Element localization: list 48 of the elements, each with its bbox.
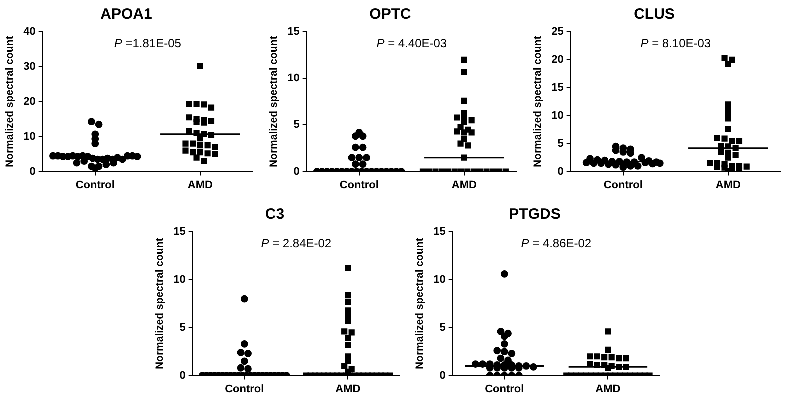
y-tick-label: 40 xyxy=(24,26,36,38)
chart-title: C3 xyxy=(265,206,285,224)
y-tick-label: 15 xyxy=(434,226,446,238)
y-tick-label: 30 xyxy=(24,60,36,73)
y-tick-label: 20 xyxy=(552,54,564,66)
x-tick-label: AMD xyxy=(596,383,621,396)
y-tick-label: 10 xyxy=(174,274,186,286)
annotation: P = 8.10E-03 xyxy=(640,36,712,50)
annotation: P = 2.84E-02 xyxy=(261,236,332,250)
y-tick-label: 0 xyxy=(558,166,564,178)
x-tick-label: Control xyxy=(485,383,524,396)
x-tick-label: Control xyxy=(604,179,643,192)
annotation: P = 4.86E-02 xyxy=(521,236,592,250)
y-tick-label: 10 xyxy=(24,130,36,143)
x-tick-label: Control xyxy=(340,179,379,192)
chart-title: APOA1 xyxy=(100,6,152,24)
y-tick-label: 15 xyxy=(552,82,564,94)
y-tick-label: 0 xyxy=(294,166,300,178)
x-tick-label: Control xyxy=(225,383,264,396)
y-tick-label: 10 xyxy=(288,72,300,85)
y-tick-label: 0 xyxy=(180,370,186,382)
y-axis-title: Normalized spectral count xyxy=(154,238,166,370)
y-tick-label: 15 xyxy=(174,226,186,238)
y-tick-label: 15 xyxy=(288,26,300,38)
chart-title: CLUS xyxy=(634,6,675,24)
y-tick-label: 20 xyxy=(24,96,36,108)
chart-title: PTGDS xyxy=(509,206,561,224)
y-tick-label: 5 xyxy=(294,119,300,132)
y-tick-label: 0 xyxy=(30,166,36,178)
y-axis-title: Normalized spectral count xyxy=(532,36,544,168)
y-tick-label: 10 xyxy=(434,274,446,286)
y-axis-title: Normalized spectral count xyxy=(414,238,426,370)
y-tick-label: 5 xyxy=(180,322,186,334)
x-tick-label: AMD xyxy=(716,179,742,192)
y-tick-label: 5 xyxy=(440,322,446,334)
x-tick-label: Control xyxy=(76,179,115,192)
annotation: P = 4.40E-03 xyxy=(376,36,448,50)
annotation: P =1.81E-05 xyxy=(114,36,182,50)
x-tick-label: AMD xyxy=(336,383,361,396)
y-tick-label: 0 xyxy=(440,370,446,382)
y-axis-title: Normalized spectral count xyxy=(268,36,280,168)
y-tick-label: 25 xyxy=(552,26,564,38)
x-tick-label: AMD xyxy=(188,179,214,192)
y-axis-title: Normalized spectral count xyxy=(4,36,16,168)
chart-title: OPTC xyxy=(370,6,412,24)
y-tick-label: 5 xyxy=(558,138,564,150)
y-tick-label: 10 xyxy=(552,110,564,122)
x-tick-label: AMD xyxy=(452,179,478,192)
